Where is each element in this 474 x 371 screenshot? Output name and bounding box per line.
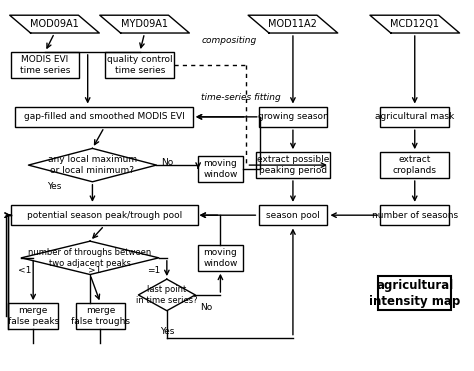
Text: MYD09A1: MYD09A1 <box>121 19 168 29</box>
Bar <box>9 303 58 329</box>
Bar <box>105 52 174 78</box>
Bar <box>75 303 125 329</box>
Polygon shape <box>138 279 195 311</box>
Polygon shape <box>370 15 459 33</box>
Polygon shape <box>248 15 337 33</box>
Text: extract
croplands: extract croplands <box>393 155 437 175</box>
Polygon shape <box>28 148 156 182</box>
Text: quality control
time series: quality control time series <box>107 55 173 75</box>
Text: potential season peak/trough pool: potential season peak/trough pool <box>27 211 182 220</box>
Text: compositing: compositing <box>201 36 257 45</box>
Text: No: No <box>200 303 212 312</box>
Text: MOD11A2: MOD11A2 <box>268 19 318 29</box>
Text: number of throughs between
two adjacent peaks: number of throughs between two adjacent … <box>28 248 152 268</box>
Text: moving
window: moving window <box>203 248 237 268</box>
Text: season pool: season pool <box>266 211 320 220</box>
Bar <box>380 205 449 226</box>
Text: MODIS EVI
time series: MODIS EVI time series <box>20 55 70 75</box>
Text: growing season: growing season <box>257 112 328 121</box>
Bar <box>11 205 198 226</box>
Text: Yes: Yes <box>47 182 62 191</box>
Bar <box>259 106 327 127</box>
Bar <box>198 156 243 182</box>
Bar <box>16 106 193 127</box>
Bar <box>198 245 243 271</box>
Text: merge
false peaks: merge false peaks <box>8 306 59 326</box>
Text: moving
window: moving window <box>203 159 237 179</box>
Text: number of seasons: number of seasons <box>372 211 458 220</box>
Bar <box>378 276 451 310</box>
Text: =1: =1 <box>147 266 160 275</box>
Text: agricultural mask: agricultural mask <box>375 112 455 121</box>
Text: gap-filled and smoothed MODIS EVI: gap-filled and smoothed MODIS EVI <box>24 112 185 121</box>
Text: <1: <1 <box>18 266 31 275</box>
Polygon shape <box>10 15 99 33</box>
Text: >1: >1 <box>88 266 101 275</box>
Text: merge
false troughs: merge false troughs <box>71 306 130 326</box>
Text: Yes: Yes <box>160 327 174 336</box>
Polygon shape <box>100 15 189 33</box>
Bar <box>259 205 327 226</box>
Text: MOD09A1: MOD09A1 <box>30 19 79 29</box>
Bar <box>11 52 79 78</box>
Bar <box>380 106 449 127</box>
Text: agricultural
intensity map: agricultural intensity map <box>369 279 460 308</box>
Bar <box>380 152 449 178</box>
Bar <box>256 152 330 178</box>
Text: any local maximum
or local minimum?: any local maximum or local minimum? <box>48 155 137 175</box>
Text: last point
in time series?: last point in time series? <box>136 285 198 305</box>
Text: No: No <box>161 158 173 167</box>
Text: extract possible
peaking period: extract possible peaking period <box>257 155 329 175</box>
Text: time-series fitting: time-series fitting <box>201 93 281 102</box>
Polygon shape <box>21 241 159 275</box>
Text: MCD12Q1: MCD12Q1 <box>390 19 439 29</box>
